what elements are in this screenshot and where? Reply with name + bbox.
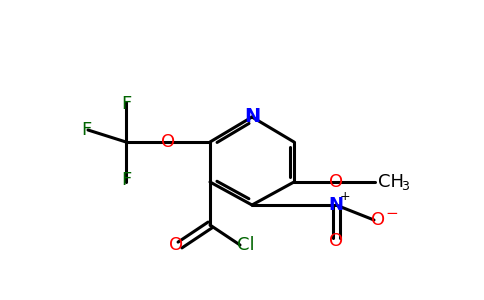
Text: N: N (244, 107, 260, 127)
Text: O: O (329, 232, 343, 250)
Text: F: F (121, 95, 131, 113)
Text: N: N (329, 196, 344, 214)
Text: −: − (386, 206, 398, 221)
Text: O: O (371, 211, 385, 229)
Text: +: + (340, 190, 350, 203)
Text: O: O (169, 236, 183, 254)
Text: CH: CH (378, 173, 404, 191)
Text: O: O (329, 173, 343, 191)
Text: F: F (121, 171, 131, 189)
Text: 3: 3 (401, 181, 409, 194)
Text: O: O (161, 133, 175, 151)
Text: F: F (81, 121, 91, 139)
Text: Cl: Cl (237, 236, 255, 254)
